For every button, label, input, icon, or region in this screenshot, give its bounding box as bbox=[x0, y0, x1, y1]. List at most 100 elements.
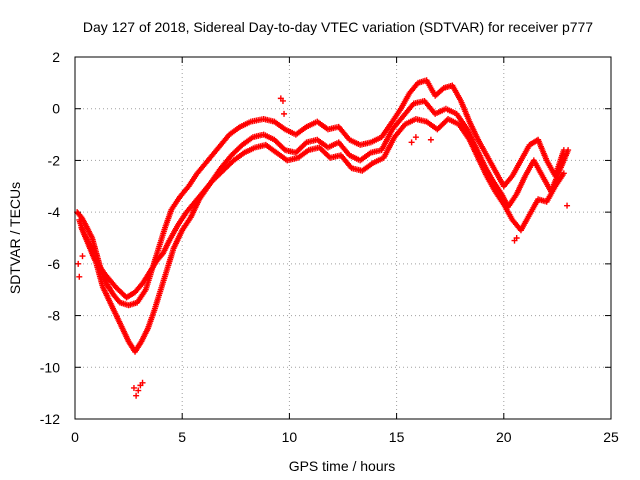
data-point bbox=[535, 196, 542, 203]
data-point bbox=[187, 214, 194, 221]
y-tick-label: -10 bbox=[40, 359, 60, 375]
data-point bbox=[303, 123, 310, 130]
data-point bbox=[99, 284, 106, 291]
data-point bbox=[492, 167, 499, 174]
y-tick-label: -8 bbox=[48, 308, 61, 324]
data-point bbox=[564, 202, 571, 209]
data-point bbox=[147, 268, 154, 275]
data-point bbox=[125, 302, 132, 309]
data-point bbox=[565, 147, 572, 154]
data-point bbox=[359, 167, 366, 174]
data-point bbox=[423, 118, 430, 125]
x-axis-label: GPS time / hours bbox=[289, 458, 396, 474]
data-point bbox=[517, 157, 524, 164]
data-point bbox=[239, 141, 246, 148]
data-point bbox=[415, 79, 422, 86]
data-point bbox=[316, 144, 323, 151]
data-point bbox=[400, 113, 407, 120]
x-tick-label: 25 bbox=[603, 429, 619, 445]
data-point bbox=[133, 392, 140, 399]
data-point bbox=[391, 134, 398, 141]
data-point bbox=[335, 139, 342, 146]
data-point bbox=[314, 136, 321, 143]
data-point bbox=[123, 294, 130, 301]
data-point bbox=[135, 387, 142, 394]
data-point bbox=[192, 198, 199, 205]
data-point bbox=[335, 123, 342, 130]
data-point bbox=[164, 266, 171, 273]
data-point bbox=[464, 126, 471, 133]
data-point bbox=[475, 136, 482, 143]
data-point bbox=[282, 147, 289, 154]
data-point bbox=[500, 183, 507, 190]
data-point bbox=[367, 149, 374, 156]
data-point bbox=[104, 281, 111, 288]
data-point bbox=[78, 224, 85, 231]
y-tick-label: 2 bbox=[52, 49, 60, 65]
x-tick-label: 0 bbox=[71, 429, 79, 445]
data-point bbox=[89, 235, 96, 241]
data-point bbox=[260, 131, 267, 138]
data-point bbox=[271, 136, 278, 143]
data-point bbox=[457, 97, 464, 104]
x-tick-label: 5 bbox=[178, 429, 186, 445]
y-tick-label: -12 bbox=[40, 411, 60, 427]
data-point bbox=[138, 338, 145, 345]
series-track-c bbox=[78, 116, 567, 301]
data-point bbox=[117, 299, 124, 306]
data-points bbox=[74, 77, 572, 399]
data-point bbox=[241, 149, 248, 156]
data-point bbox=[378, 134, 385, 141]
data-point bbox=[530, 157, 537, 164]
data-point bbox=[125, 338, 132, 345]
data-point bbox=[252, 144, 259, 151]
data-point bbox=[110, 291, 117, 298]
data-point bbox=[410, 100, 417, 107]
data-point bbox=[389, 118, 396, 125]
data-point bbox=[421, 97, 428, 104]
data-point bbox=[209, 178, 216, 185]
data-point bbox=[357, 157, 364, 164]
data-point bbox=[397, 105, 404, 112]
data-point bbox=[140, 278, 147, 285]
data-point bbox=[183, 209, 190, 216]
data-point bbox=[552, 183, 559, 190]
data-point bbox=[453, 110, 460, 117]
data-point bbox=[157, 286, 164, 293]
y-tick-label: -2 bbox=[48, 152, 61, 168]
data-point bbox=[249, 134, 256, 141]
data-point bbox=[427, 136, 434, 143]
data-point bbox=[179, 227, 186, 234]
data-point bbox=[166, 237, 173, 244]
data-point bbox=[370, 160, 377, 167]
data-point bbox=[449, 82, 456, 89]
data-point bbox=[389, 126, 396, 133]
data-point bbox=[483, 172, 490, 179]
data-point bbox=[112, 284, 119, 291]
data-point bbox=[513, 191, 520, 198]
data-point bbox=[292, 149, 299, 156]
data-point bbox=[367, 139, 374, 146]
data-point bbox=[357, 141, 364, 148]
data-point bbox=[162, 224, 169, 231]
data-point bbox=[511, 237, 518, 244]
data-point bbox=[279, 97, 286, 104]
data-point bbox=[271, 118, 278, 125]
data-point bbox=[237, 123, 244, 130]
data-point bbox=[445, 116, 452, 123]
data-point bbox=[219, 167, 226, 174]
data-point bbox=[282, 126, 289, 133]
data-point bbox=[378, 147, 385, 154]
data-point bbox=[440, 85, 447, 92]
data-point bbox=[132, 289, 139, 296]
data-point bbox=[281, 110, 288, 117]
data-point bbox=[142, 286, 149, 293]
data-point bbox=[170, 245, 177, 252]
data-point bbox=[134, 299, 141, 306]
data-point bbox=[466, 118, 473, 125]
data-point bbox=[526, 141, 533, 148]
series-band bbox=[76, 98, 571, 354]
data-point bbox=[412, 134, 419, 141]
y-tick-label: -4 bbox=[48, 204, 61, 220]
data-point bbox=[76, 273, 83, 280]
